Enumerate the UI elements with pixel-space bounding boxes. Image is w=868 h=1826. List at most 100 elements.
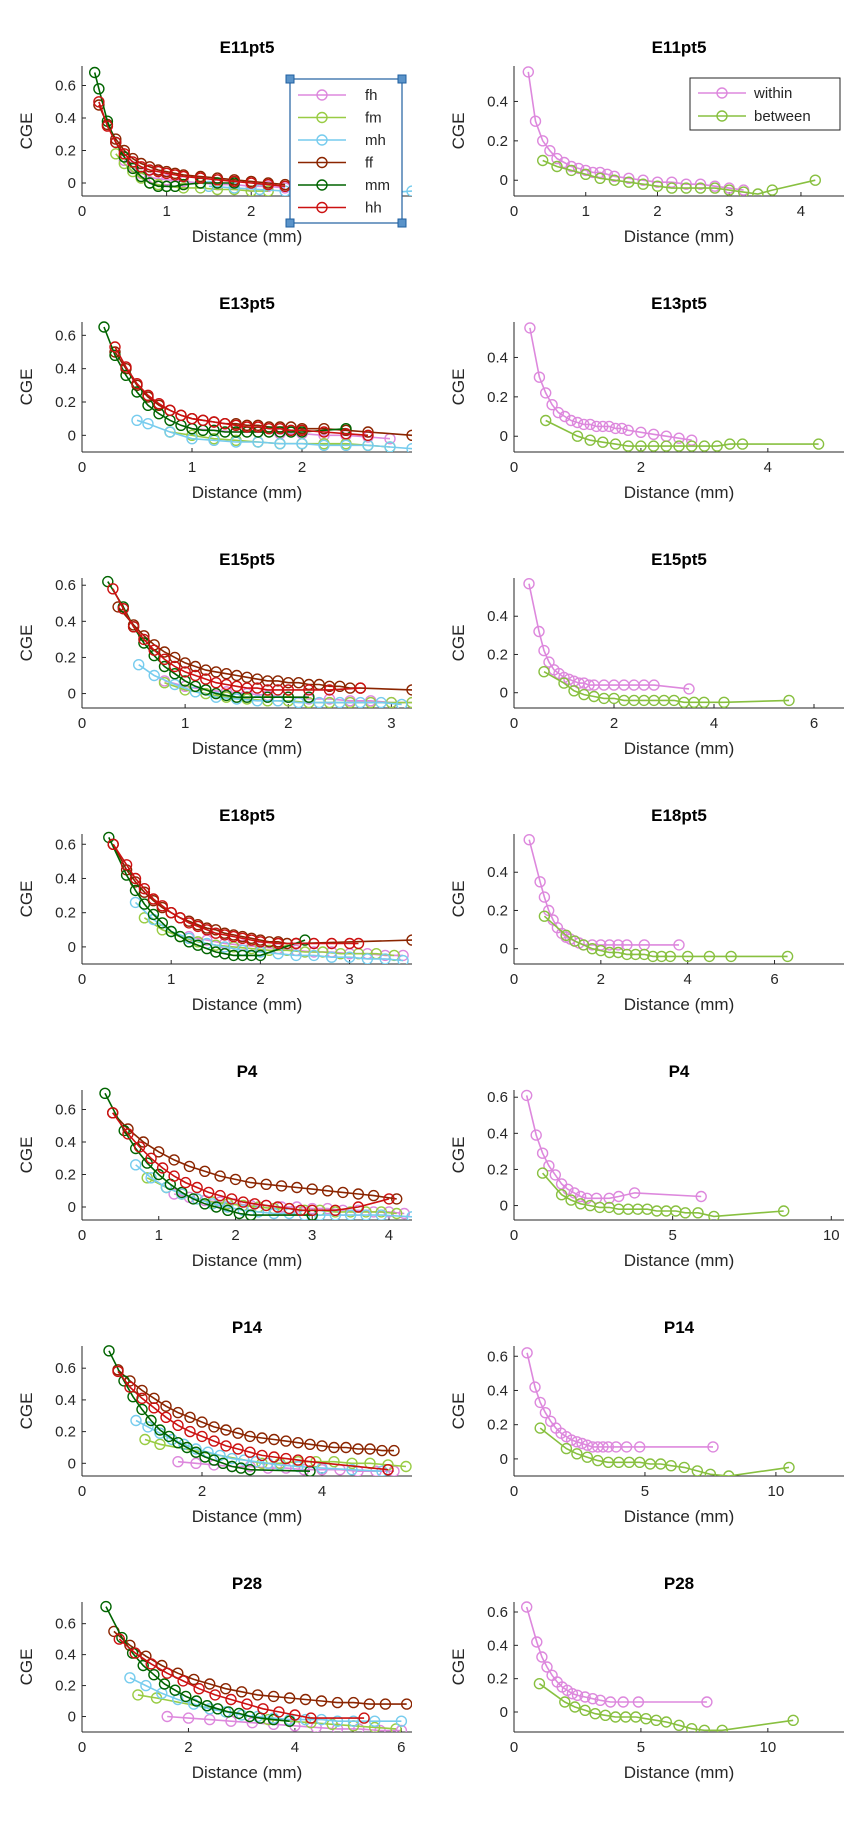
plot-area [98, 321, 412, 452]
plot-area [523, 834, 794, 963]
data-point-within [609, 422, 622, 435]
x-tick-label: 0 [78, 459, 86, 476]
data-point-ff [256, 1432, 268, 1444]
data-point-fh [161, 1710, 173, 1723]
y-tick-label: 0.6 [487, 1348, 508, 1365]
data-point-mm [137, 1659, 149, 1672]
data-point-hh [209, 1689, 221, 1701]
chart-title: P4 [669, 1062, 690, 1081]
data-point-ff [363, 1698, 376, 1710]
data-point-within [680, 178, 692, 190]
data-point-ff [183, 1160, 196, 1173]
data-point-ff [406, 934, 412, 946]
data-point-hh [172, 1419, 184, 1432]
chart-panel-10: 0 2 4 0 0.2 0.4 0.6 P14 Distance (mm) CGE [17, 1318, 412, 1526]
data-point-within [620, 1441, 633, 1453]
data-point-hh [318, 426, 330, 438]
data-point-fm [375, 1206, 387, 1218]
legend-resize-handle [397, 74, 407, 84]
data-point-between [655, 950, 668, 963]
data-point-within [622, 424, 634, 436]
data-point-hh [152, 165, 164, 178]
data-point-hh [169, 660, 181, 673]
data-point-within [612, 939, 624, 951]
data-point-within [572, 162, 585, 175]
data-point-between [560, 929, 572, 941]
chart-title: P14 [664, 1318, 695, 1337]
data-point-ff [245, 1176, 257, 1189]
data-point-mm [208, 424, 220, 436]
data-point-mm [211, 1703, 224, 1715]
data-point-hh [120, 859, 133, 871]
data-point-between [682, 950, 694, 963]
data-point-hh [352, 1201, 364, 1213]
data-point-mh [203, 1703, 216, 1715]
data-point-mh [343, 951, 356, 963]
data-point-mh [226, 1452, 238, 1465]
data-point-hh [289, 1709, 301, 1721]
data-point-hh [308, 937, 320, 950]
series-line-hh [112, 843, 359, 945]
x-tick-label: 2 [231, 1227, 239, 1244]
x-tick-label: 2 [247, 203, 255, 220]
data-point-hh [211, 174, 224, 186]
data-point-within [546, 399, 558, 411]
data-point-mh [375, 1209, 387, 1220]
data-point-mm [138, 898, 151, 910]
data-point-mh [406, 1211, 412, 1220]
data-point-within [581, 1439, 593, 1451]
legend-resize-handle [285, 74, 295, 84]
data-point-hh [156, 900, 169, 912]
data-point-ff [331, 1696, 344, 1709]
data-point-between [787, 1714, 799, 1727]
data-point-between [664, 950, 676, 963]
data-point-mh [360, 1209, 372, 1220]
data-point-within [613, 1190, 625, 1203]
y-tick-label: 0.6 [55, 78, 76, 95]
data-point-between [711, 440, 723, 452]
x-axis-label: Distance (mm) [192, 483, 303, 502]
data-point-fm [382, 1459, 394, 1471]
data-point-fm [154, 1438, 166, 1451]
data-point-mh [313, 696, 325, 708]
data-point-mh [299, 1713, 312, 1726]
data-point-within [565, 1434, 578, 1446]
data-point-hh [329, 1204, 341, 1217]
x-axis-label: Distance (mm) [624, 739, 735, 758]
legend-marker-ff [316, 156, 328, 169]
data-point-mh [130, 1414, 142, 1427]
data-point-between [580, 168, 592, 181]
data-point-hh [340, 428, 352, 440]
series-line-between [538, 1683, 794, 1732]
data-point-mm [100, 1600, 112, 1613]
data-point-mh [262, 1457, 274, 1470]
data-point-within [544, 144, 556, 157]
series-line-hh [118, 1638, 365, 1719]
data-point-between [571, 430, 584, 442]
data-point-within [701, 1696, 713, 1708]
data-point-hh [272, 937, 284, 950]
y-tick-label: 0 [68, 175, 76, 192]
data-point-hh [143, 164, 156, 176]
data-point-hh [129, 872, 142, 885]
x-axis-label: Distance (mm) [624, 227, 735, 246]
series-line-mm [107, 581, 309, 699]
data-point-mh [131, 414, 143, 426]
y-tick-label: 0.6 [55, 577, 76, 594]
data-point-fh [321, 1202, 334, 1215]
data-point-mm [190, 1695, 203, 1707]
series-mh [131, 414, 412, 452]
data-point-within [521, 1601, 533, 1613]
chart-panel-12: 0 2 4 6 0 0.2 0.4 0.6 P28 Distance (mm) CGE [17, 1574, 412, 1782]
x-tick-label: 0 [78, 971, 86, 988]
chart-title: E13pt5 [651, 294, 707, 313]
y-tick-label: 0.4 [487, 864, 508, 881]
data-point-ff [401, 1698, 412, 1710]
data-point-within [634, 1441, 646, 1453]
legend-label-mm: mm [365, 177, 390, 194]
data-point-mh [160, 1181, 173, 1194]
series-hh [113, 1633, 370, 1724]
data-point-within [648, 679, 660, 691]
data-point-within [530, 1129, 542, 1141]
data-point-between [679, 1207, 691, 1219]
